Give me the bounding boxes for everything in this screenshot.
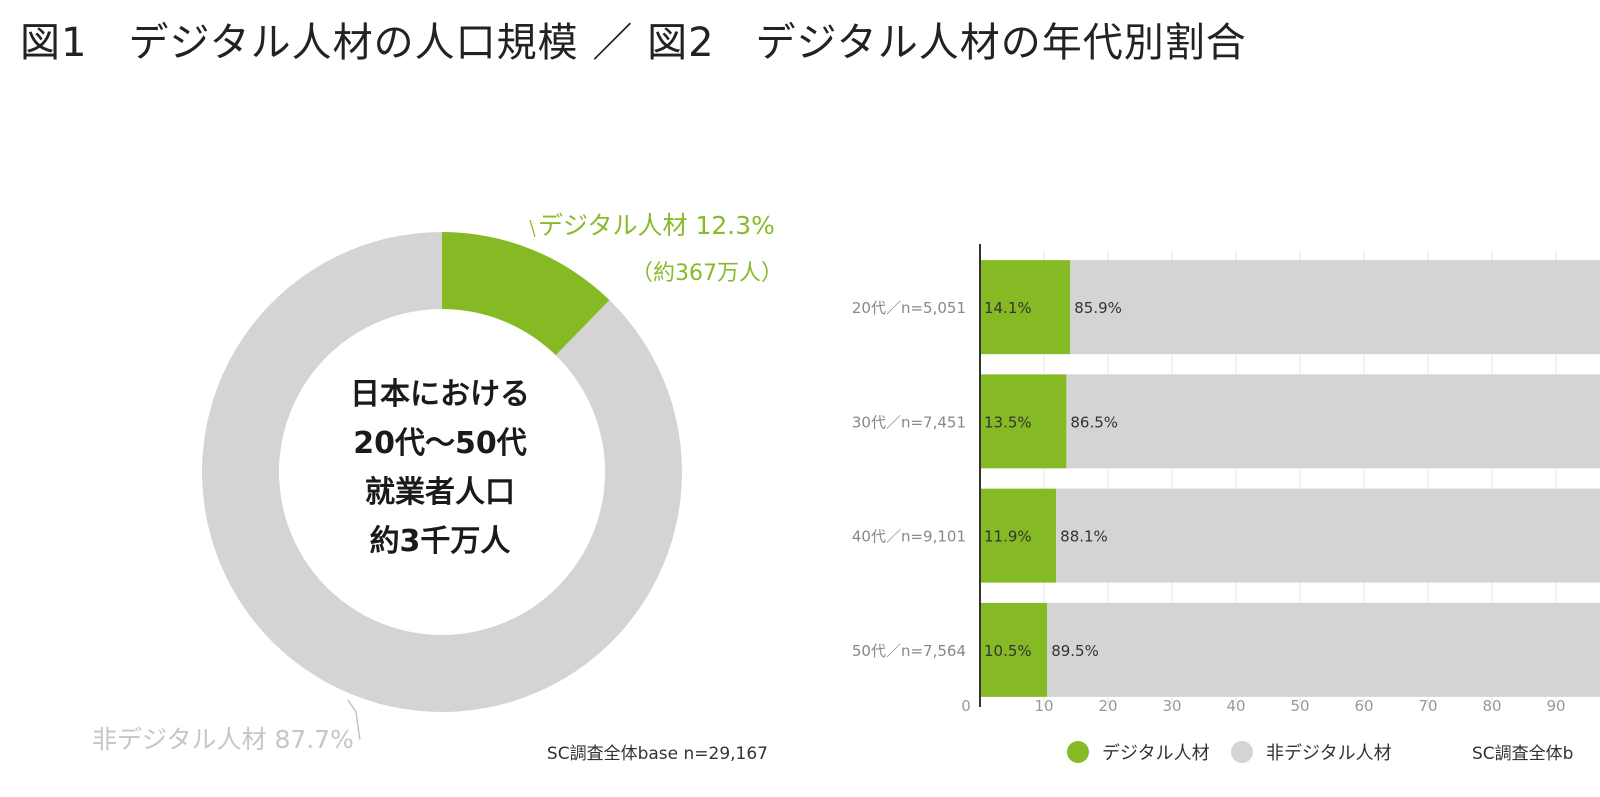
donut-center-line-3: 就業者人口 [365,475,515,510]
bar-digital [980,374,1067,469]
non-digital-slice-label: 非デジタル人材 87.7% [92,725,354,754]
bar-non-digital [1070,260,1600,355]
bar-digital [980,602,1048,697]
page-title: 図1 デジタル人材の人口規模 ／ 図2 デジタル人材の年代別割合 [20,20,1247,66]
donut-chart [202,232,682,712]
donut-center-line-4: 約3千万人 [370,524,511,559]
fig2-base-note: SC調査全体b [1472,744,1573,764]
stacked-bar-chart: 0 10 20 30 40 50 60 70 80 90 20代／n=5,051 14.1% 85.9%… [852,244,1600,715]
bar-digital [980,260,1071,355]
x-tick-label: 30 [1162,697,1181,715]
donut-leader-lines [347,219,536,741]
data-label-digital: 11.9% [984,528,1032,546]
data-label-non-digital: 86.5% [1070,413,1118,431]
digital-slice-label: デジタル人材 12.3% [538,211,775,240]
x-tick-label: 0 [961,697,971,715]
legend-digital-swatch [1067,741,1089,763]
data-label-digital: 13.5% [984,413,1032,431]
bar-legend: デジタル人材 非デジタル人材 [1067,741,1392,764]
data-label-digital: 14.1% [984,299,1032,317]
category-label: 40代／n=9,101 [852,528,966,546]
legend-non-digital-swatch [1231,741,1253,763]
x-tick-label: 70 [1418,697,1437,715]
legend-digital-label: デジタル人材 [1102,743,1210,764]
donut-slice-non-digital [202,232,682,712]
donut-center-line-2: 20代～50代 [353,426,527,461]
donut-center-line-1: 日本における [350,377,530,412]
digital-slice-count-label: （約367万人） [631,261,783,286]
x-tick-label: 50 [1290,697,1309,715]
category-label: 30代／n=7,451 [852,413,966,431]
data-label-non-digital: 88.1% [1060,528,1108,546]
category-label: 50代／n=7,564 [852,642,966,660]
x-tick-label: 10 [1034,697,1053,715]
x-tick-label: 20 [1098,697,1117,715]
x-tick-label: 60 [1354,697,1373,715]
donut-slice-digital [442,232,610,356]
category-label: 20代／n=5,051 [852,299,966,317]
legend-non-digital-label: 非デジタル人材 [1266,743,1392,764]
bar-digital [980,488,1057,583]
data-label-digital: 10.5% [984,642,1032,660]
data-label-non-digital: 85.9% [1074,299,1122,317]
bar-non-digital [1056,488,1600,583]
x-tick-label: 90 [1546,697,1565,715]
data-label-non-digital: 89.5% [1051,642,1099,660]
x-tick-label: 40 [1226,697,1245,715]
bar-non-digital [1047,602,1600,697]
x-tick-label: 80 [1482,697,1501,715]
bar-non-digital [1066,374,1600,469]
fig1-base-note: SC調査全体base n=29,167 [547,744,768,764]
